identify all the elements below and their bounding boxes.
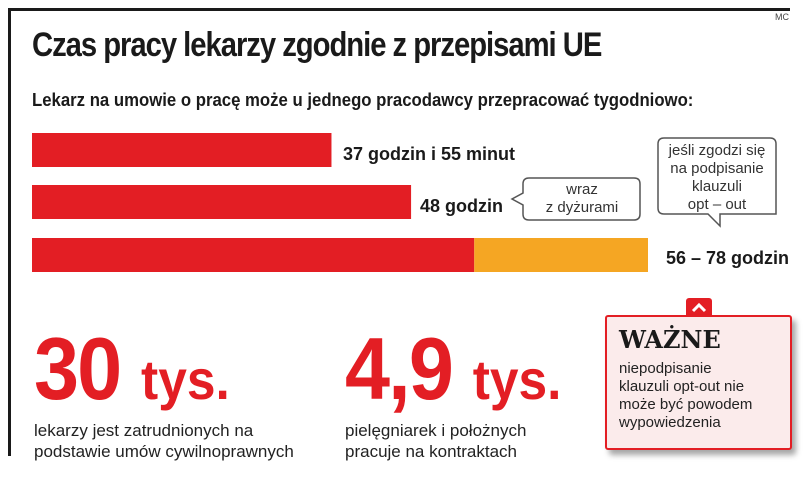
stat-1-desc-line-0: lekarzy jest zatrudnionych na [34,421,254,440]
chevron-up-icon [691,302,707,313]
bar-0-segment-0 [32,133,332,167]
stat-2-desc-line-0: pielęgniarek i położnych [345,421,527,440]
stat-1-desc-line-1: podstawie umów cywilnoprawnych [34,442,294,461]
stat-1-value: 30 [34,319,122,418]
frame-top-rule [8,8,790,11]
callout-1-outline [510,177,641,221]
chart-title: Czas pracy lekarzy zgodnie z przepisami … [32,26,602,64]
stat-2-value: 4,9 [345,319,454,418]
note-tab [686,298,712,317]
bar-1-segment-0 [32,185,412,219]
note-line-2: może być powodem [619,396,753,413]
bar-label-0: 37 godzin i 55 minut [343,144,516,164]
callout-2-line-3: opt – out [687,196,747,213]
bar-label-1: 48 godzin [420,196,504,216]
note-body: niepodpisanie klauzuli opt-out nie może … [619,360,789,432]
bar-label-2: 56 – 78 godzin [666,248,790,268]
chart-subtitle: Lekarz na umowie o pracę może u jednego … [32,90,694,110]
callout-2-line-1: na podpisanie [670,160,764,177]
credit: MC [775,12,789,22]
stat-1-description: lekarzy jest zatrudnionych na podstawie … [34,420,294,462]
stat-2-desc-line-1: pracuje na kontraktach [345,442,517,461]
frame-left-rule [8,8,11,456]
callout-2-line-0: jeśli zgodzi się [668,142,766,159]
callout-2-text: jeśli zgodzi się na podpisanie klauzuli … [660,142,774,214]
callout-1-line-0: wraz [566,181,598,198]
callout-2-outline [657,137,777,228]
note-line-1: klauzuli opt-out nie [619,378,745,395]
stat-2-description: pielęgniarek i położnych pracuje na kont… [345,420,526,462]
note-line-3: wypowiedzenia [619,414,721,431]
bar-2-segment-1 [474,238,648,272]
bar-2-segment-0 [32,238,475,272]
stat-2-number: 4,9 tys. [345,318,561,420]
note-title: WAŻNE [619,325,721,354]
stat-2-unit: tys. [472,348,562,411]
callout-1-text: wraz z dyżurami [526,181,638,219]
important-note-box: WAŻNE niepodpisanie klauzuli opt-out nie… [605,315,792,450]
stat-1-unit: tys. [141,348,230,411]
callout-2-line-2: klauzuli [691,178,743,195]
note-line-0: niepodpisanie [619,360,712,377]
callout-1-line-1: z dyżurami [545,199,619,216]
stat-1-number: 30 tys. [34,318,230,420]
